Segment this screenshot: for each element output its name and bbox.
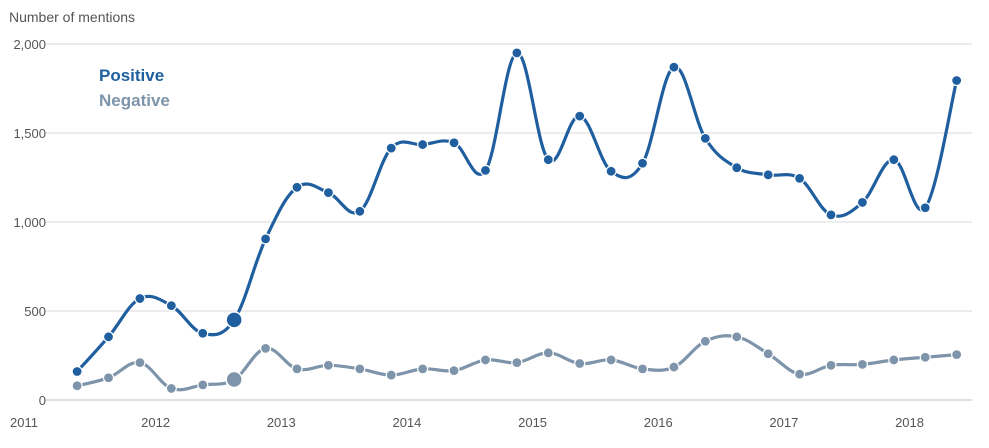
data-point-negative[interactable] bbox=[354, 363, 366, 375]
data-point-negative[interactable] bbox=[71, 380, 83, 392]
series-points bbox=[71, 47, 963, 395]
legend-positive: Positive bbox=[99, 66, 164, 85]
data-point-positive[interactable] bbox=[919, 202, 931, 214]
data-point-positive[interactable] bbox=[574, 110, 586, 122]
series-line-positive bbox=[75, 51, 959, 374]
data-point-positive[interactable] bbox=[825, 209, 837, 221]
data-point-positive[interactable] bbox=[102, 331, 115, 343]
legend: Positive Negative bbox=[99, 66, 170, 110]
x-tick-label: 2018 bbox=[895, 415, 924, 430]
x-tick-label: 2012 bbox=[141, 415, 170, 430]
x-tick-label: 2015 bbox=[518, 415, 547, 430]
data-point-negative[interactable] bbox=[542, 347, 554, 359]
data-point-positive[interactable] bbox=[699, 132, 711, 144]
data-point-negative[interactable] bbox=[699, 335, 711, 347]
data-point-negative[interactable] bbox=[259, 342, 272, 354]
gridlines bbox=[45, 43, 972, 401]
legend-negative: Negative bbox=[99, 91, 170, 110]
x-tick-labels: 2011 2012 2013 2014 2015 2016 2017 2018 bbox=[10, 415, 924, 430]
x-tick-label: 2016 bbox=[644, 415, 673, 430]
data-point-negative[interactable] bbox=[856, 358, 869, 370]
data-point-positive[interactable] bbox=[793, 172, 806, 184]
data-point-negative[interactable] bbox=[291, 363, 303, 375]
data-point-positive[interactable] bbox=[668, 61, 680, 73]
data-point-positive[interactable] bbox=[636, 157, 649, 169]
data-point-negative[interactable] bbox=[574, 357, 586, 370]
y-tick-label: 500 bbox=[24, 304, 46, 319]
data-point-negative[interactable] bbox=[951, 349, 963, 361]
y-tick-label: 2,000 bbox=[13, 37, 46, 52]
data-point-positive[interactable] bbox=[951, 74, 963, 87]
data-point-negative[interactable] bbox=[888, 354, 900, 366]
data-point-positive[interactable] bbox=[385, 142, 397, 154]
data-point-negative[interactable] bbox=[197, 379, 209, 391]
data-point-negative[interactable] bbox=[102, 372, 115, 384]
data-point-negative[interactable] bbox=[825, 359, 837, 371]
data-point-negative[interactable] bbox=[134, 357, 146, 369]
data-point-negative[interactable] bbox=[793, 368, 806, 380]
data-point-negative[interactable] bbox=[636, 363, 649, 375]
y-tick-labels: 0 500 1,000 1,500 2,000 bbox=[13, 37, 46, 408]
data-point-positive[interactable] bbox=[259, 233, 272, 245]
data-point-positive[interactable] bbox=[71, 365, 83, 378]
data-point-positive[interactable] bbox=[888, 154, 900, 166]
data-point-positive[interactable] bbox=[731, 162, 743, 174]
data-point-positive[interactable] bbox=[322, 187, 335, 199]
data-point-positive[interactable] bbox=[856, 196, 869, 209]
data-point-negative[interactable] bbox=[605, 354, 617, 366]
data-point-negative[interactable] bbox=[165, 382, 177, 395]
data-point-negative[interactable] bbox=[417, 363, 429, 375]
data-point-negative[interactable] bbox=[322, 359, 335, 371]
data-point-positive[interactable] bbox=[417, 138, 429, 151]
data-point-positive[interactable] bbox=[354, 205, 366, 217]
data-point-positive[interactable] bbox=[511, 47, 523, 59]
data-point-positive[interactable] bbox=[165, 300, 177, 312]
x-tick-label: 2013 bbox=[267, 415, 296, 430]
data-point-negative[interactable] bbox=[479, 354, 492, 366]
data-point-positive[interactable] bbox=[134, 292, 146, 305]
data-point-positive[interactable] bbox=[291, 181, 303, 193]
data-point-negative[interactable] bbox=[448, 365, 460, 377]
data-point-positive[interactable] bbox=[762, 169, 774, 181]
x-tick-label: 2017 bbox=[769, 415, 798, 430]
y-tick-label: 1,500 bbox=[13, 126, 46, 141]
data-point-negative[interactable] bbox=[511, 357, 523, 369]
data-point-negative[interactable] bbox=[731, 331, 743, 343]
data-point-positive[interactable] bbox=[448, 137, 460, 149]
data-point-negative[interactable] bbox=[762, 348, 774, 360]
data-point-negative[interactable] bbox=[225, 370, 243, 389]
data-point-positive[interactable] bbox=[479, 164, 492, 176]
data-point-positive[interactable] bbox=[605, 165, 617, 177]
data-point-positive[interactable] bbox=[225, 311, 243, 329]
x-tick-label: 2014 bbox=[392, 415, 421, 430]
x-tick-label: 2011 bbox=[10, 415, 38, 430]
data-point-positive[interactable] bbox=[197, 327, 209, 339]
data-point-negative[interactable] bbox=[919, 351, 931, 363]
y-tick-label: 1,000 bbox=[13, 215, 46, 230]
y-tick-label: 0 bbox=[39, 393, 46, 408]
series-lines bbox=[75, 51, 959, 392]
y-axis-label: Number of mentions bbox=[9, 9, 135, 25]
data-point-negative[interactable] bbox=[385, 369, 397, 381]
data-point-negative[interactable] bbox=[668, 361, 680, 373]
data-point-positive[interactable] bbox=[542, 154, 554, 166]
